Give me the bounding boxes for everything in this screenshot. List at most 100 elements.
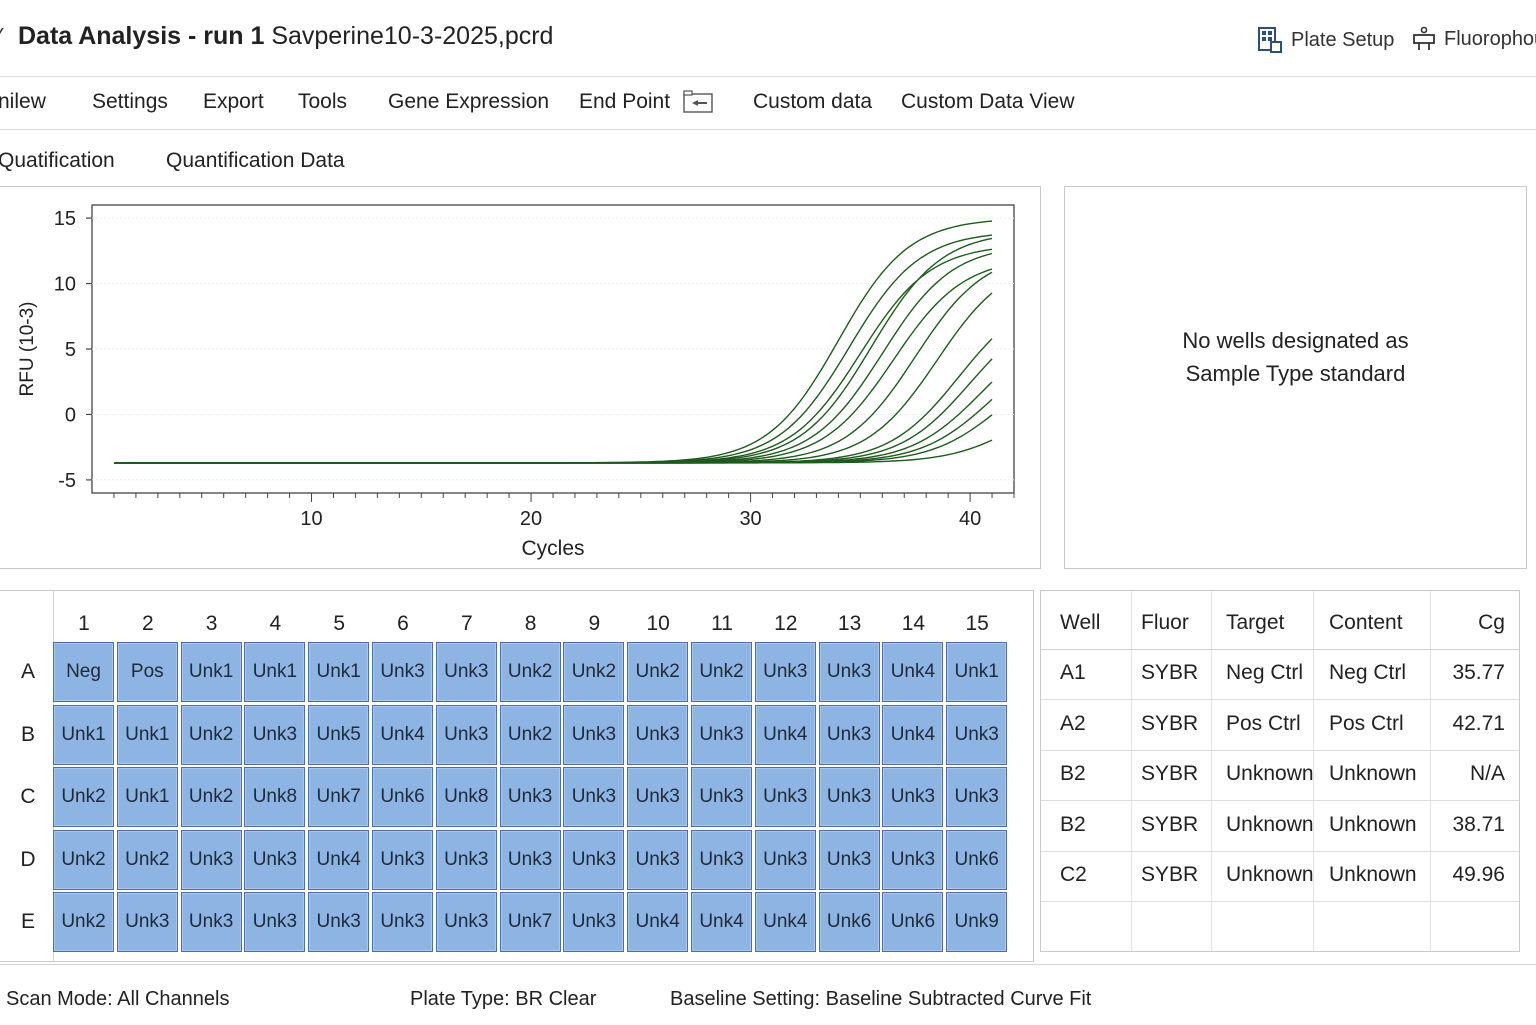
plate-well[interactable]: Unk3 bbox=[819, 767, 880, 827]
plate-well[interactable]: Unk2 bbox=[53, 830, 114, 890]
plate-column-header[interactable]: 13 bbox=[819, 612, 881, 636]
plate-well[interactable]: Unk4 bbox=[882, 642, 943, 702]
plate-well[interactable]: Unk8 bbox=[244, 767, 305, 827]
plate-well[interactable]: Unk3 bbox=[819, 705, 880, 765]
plate-well[interactable]: Unk3 bbox=[244, 830, 305, 890]
plate-well[interactable]: Unk2 bbox=[563, 642, 624, 702]
plate-well[interactable]: Neg bbox=[53, 642, 114, 702]
plate-column-header[interactable]: 3 bbox=[181, 612, 243, 636]
plate-well[interactable]: Unk2 bbox=[627, 642, 688, 702]
menu-settings[interactable]: Settings bbox=[92, 90, 168, 114]
plate-well[interactable]: Unk1 bbox=[117, 705, 178, 765]
plate-column-header[interactable]: 14 bbox=[882, 612, 944, 636]
plate-well[interactable]: Unk3 bbox=[946, 705, 1007, 765]
plate-well[interactable]: Unk3 bbox=[181, 830, 242, 890]
plate-column-header[interactable]: 12 bbox=[755, 612, 817, 636]
plate-well[interactable]: Pos bbox=[117, 642, 178, 702]
fluorophore-button[interactable]: Fluorophou bbox=[1412, 26, 1536, 52]
plate-column-header[interactable]: 11 bbox=[691, 612, 753, 636]
plate-row-header[interactable]: B bbox=[10, 723, 46, 747]
plate-well[interactable]: Unk3 bbox=[755, 642, 816, 702]
plate-well[interactable]: Unk2 bbox=[181, 767, 242, 827]
plate-column-header[interactable]: 4 bbox=[244, 612, 306, 636]
plate-well[interactable]: Unk1 bbox=[308, 642, 369, 702]
plate-well[interactable]: Unk2 bbox=[53, 892, 114, 952]
plate-column-header[interactable]: 8 bbox=[500, 612, 562, 636]
plate-well[interactable]: Unk4 bbox=[691, 892, 752, 952]
plate-column-header[interactable]: 10 bbox=[627, 612, 689, 636]
plate-well[interactable]: Unk3 bbox=[563, 767, 624, 827]
tab-quantification-data[interactable]: Quantification Data bbox=[166, 149, 345, 173]
menu-custom-data[interactable]: Custom data bbox=[753, 90, 872, 114]
plate-column-header[interactable]: 2 bbox=[117, 612, 179, 636]
plate-well[interactable]: Unk3 bbox=[500, 767, 561, 827]
plate-column-header[interactable]: 9 bbox=[563, 612, 625, 636]
plate-well[interactable]: Unk3 bbox=[691, 767, 752, 827]
plate-well[interactable]: Unk3 bbox=[882, 830, 943, 890]
plate-well[interactable]: Unk2 bbox=[53, 767, 114, 827]
plate-well[interactable]: Unk3 bbox=[627, 767, 688, 827]
plate-well[interactable]: Unk3 bbox=[436, 705, 497, 765]
plate-column-header[interactable]: 7 bbox=[436, 612, 498, 636]
plate-well[interactable]: Unk4 bbox=[372, 705, 433, 765]
plate-well[interactable]: Unk1 bbox=[181, 642, 242, 702]
plate-well[interactable]: Unk3 bbox=[882, 767, 943, 827]
plate-setup-button[interactable]: Plate Setup bbox=[1257, 26, 1394, 54]
plate-row-header[interactable]: E bbox=[10, 910, 46, 934]
plate-well[interactable]: Unk9 bbox=[946, 892, 1007, 952]
plate-well[interactable]: Unk1 bbox=[117, 767, 178, 827]
plate-well[interactable]: Unk3 bbox=[627, 705, 688, 765]
plate-well[interactable]: Unk3 bbox=[755, 830, 816, 890]
plate-well[interactable]: Unk3 bbox=[819, 830, 880, 890]
plate-well[interactable]: Unk2 bbox=[181, 705, 242, 765]
plate-well[interactable]: Unk3 bbox=[946, 767, 1007, 827]
plate-well[interactable]: Unk4 bbox=[308, 830, 369, 890]
plate-row-header[interactable]: C bbox=[10, 785, 46, 809]
plate-well[interactable]: Unk4 bbox=[755, 892, 816, 952]
plate-row-header[interactable]: D bbox=[10, 848, 46, 872]
plate-well[interactable]: Unk2 bbox=[500, 642, 561, 702]
plate-well[interactable]: Unk3 bbox=[308, 892, 369, 952]
plate-well[interactable]: Unk3 bbox=[372, 892, 433, 952]
plate-column-header[interactable]: 5 bbox=[308, 612, 370, 636]
plate-well[interactable]: Unk2 bbox=[691, 642, 752, 702]
plate-well[interactable]: Unk3 bbox=[117, 892, 178, 952]
menu-end-point[interactable]: End Point bbox=[579, 90, 670, 114]
plate-well[interactable]: Unk4 bbox=[627, 892, 688, 952]
plate-well[interactable]: Unk3 bbox=[563, 892, 624, 952]
plate-well[interactable]: Unk3 bbox=[372, 830, 433, 890]
plate-column-header[interactable]: 1 bbox=[53, 612, 115, 636]
menu-export[interactable]: Export bbox=[203, 90, 264, 114]
menu-custom-data-view[interactable]: Custom Data View bbox=[901, 90, 1075, 114]
plate-well[interactable]: Unk3 bbox=[244, 892, 305, 952]
plate-well[interactable]: Unk3 bbox=[627, 830, 688, 890]
plate-well[interactable]: Unk3 bbox=[691, 830, 752, 890]
plate-well[interactable]: Unk3 bbox=[181, 892, 242, 952]
end-point-icon[interactable] bbox=[683, 90, 713, 114]
plate-column-header[interactable]: 6 bbox=[372, 612, 434, 636]
plate-well[interactable]: Unk1 bbox=[244, 642, 305, 702]
plate-well[interactable]: Unk6 bbox=[372, 767, 433, 827]
menu-gene-expression[interactable]: Gene Expression bbox=[388, 90, 549, 114]
tab-quantification[interactable]: Quatification bbox=[0, 149, 115, 173]
plate-well[interactable]: Unk7 bbox=[308, 767, 369, 827]
plate-well[interactable]: Unk3 bbox=[244, 705, 305, 765]
plate-well[interactable]: Unk8 bbox=[436, 767, 497, 827]
plate-well[interactable]: Unk3 bbox=[436, 642, 497, 702]
plate-well[interactable]: Unk1 bbox=[946, 642, 1007, 702]
plate-well[interactable]: Unk3 bbox=[755, 767, 816, 827]
plate-column-header[interactable]: 15 bbox=[946, 612, 1008, 636]
plate-well[interactable]: Unk4 bbox=[755, 705, 816, 765]
plate-well[interactable]: Unk3 bbox=[436, 830, 497, 890]
plate-well[interactable]: Unk3 bbox=[563, 705, 624, 765]
plate-well[interactable]: Unk6 bbox=[882, 892, 943, 952]
plate-well[interactable]: Unk2 bbox=[500, 705, 561, 765]
plate-well[interactable]: Unk6 bbox=[819, 892, 880, 952]
plate-row-header[interactable]: A bbox=[10, 660, 46, 684]
plate-well[interactable]: Unk3 bbox=[500, 830, 561, 890]
plate-well[interactable]: Unk3 bbox=[691, 705, 752, 765]
plate-well[interactable]: Unk6 bbox=[946, 830, 1007, 890]
